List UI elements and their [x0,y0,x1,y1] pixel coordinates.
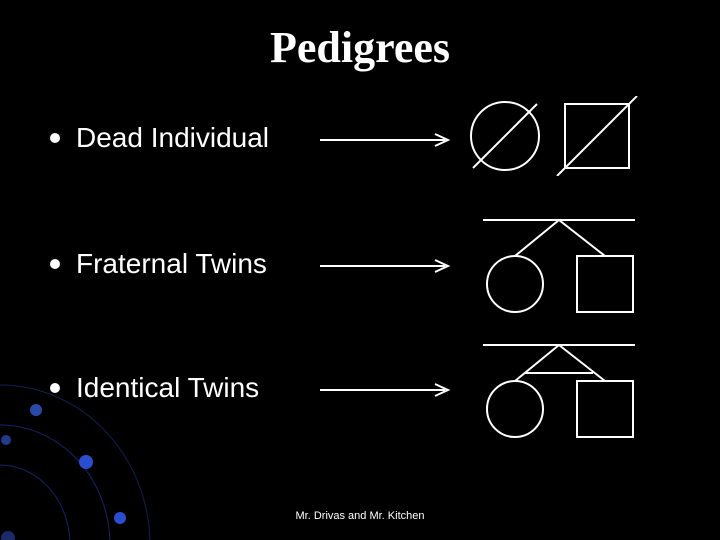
bullet-label: Dead Individual [76,122,269,154]
arrow-icon [320,380,460,400]
bullet-icon [50,259,60,269]
bullet-row-dead: Dead Individual [50,122,269,154]
fraternal-twins-symbol [465,210,665,320]
arrow-icon [320,130,460,150]
bullet-icon [50,383,60,393]
bullet-label: Fraternal Twins [76,248,267,280]
identical-twins-symbol [465,335,665,445]
bullet-row-identical: Identical Twins [50,372,259,404]
bullet-label: Identical Twins [76,372,259,404]
bullet-row-fraternal: Fraternal Twins [50,248,267,280]
page-title: Pedigrees [0,22,720,73]
bullet-icon [50,133,60,143]
dead-individual-symbol [465,96,655,176]
slide: Pedigrees Dead Individual Fraternal Twin… [0,0,720,540]
footer-credit: Mr. Drivas and Mr. Kitchen [0,510,720,522]
arrow-icon [320,256,460,276]
